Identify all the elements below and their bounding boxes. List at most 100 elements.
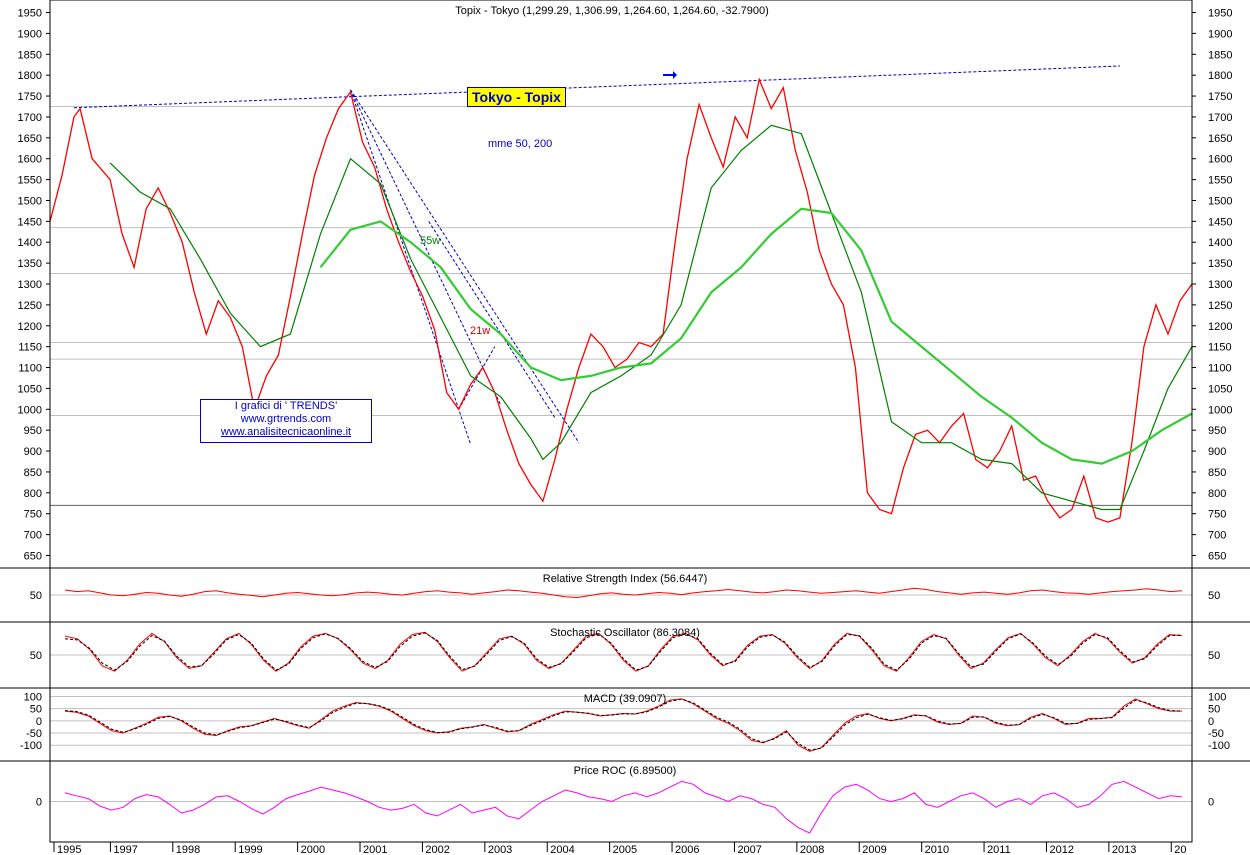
x-tick-label: 2005 [613, 844, 637, 855]
y-tick-label: 800 [24, 488, 42, 500]
y-tick-label: 1650 [1208, 133, 1232, 145]
x-tick-label: 2011 [987, 844, 1011, 855]
y-tick-label: 1700 [18, 112, 42, 124]
x-tick-label: 2002 [425, 844, 449, 855]
y-tick-label: 1500 [18, 195, 42, 207]
y-tick-label: 1350 [1208, 258, 1232, 270]
macd-series-line [64, 698, 1183, 751]
y-tick-label: 1200 [1208, 321, 1232, 333]
x-tick-label: 2012 [1049, 844, 1073, 855]
y-tick-label: 1150 [1208, 342, 1232, 354]
macd-tick-label: 100 [24, 691, 42, 703]
x-tick-label: 2010 [925, 844, 949, 855]
roc-tick-label: 0 [1208, 797, 1214, 809]
y-tick-label: 1050 [1208, 383, 1232, 395]
y-tick-label: 1600 [18, 154, 42, 166]
series-line-mme-50 [109, 124, 1193, 511]
macd-tick-label: -100 [1208, 740, 1230, 752]
x-tick-label: 2013 [1112, 844, 1136, 855]
y-tick-label: 1200 [18, 321, 42, 333]
trendline [74, 65, 1120, 109]
y-tick-label: 1850 [1208, 49, 1232, 61]
y-tick-label: 1100 [1208, 363, 1232, 375]
trendline [350, 89, 472, 445]
stochastic-series-line [64, 632, 1183, 671]
series-line-mme-200 [319, 207, 1193, 465]
y-tick-label: 1350 [18, 258, 42, 270]
y-tick-label: 1300 [1208, 279, 1232, 291]
y-tick-label: 650 [24, 550, 42, 562]
y-tick-label: 1850 [18, 49, 42, 61]
trendline [350, 89, 502, 406]
macd-tick-label: 50 [1208, 704, 1220, 716]
x-tick-label: 2009 [862, 844, 886, 855]
trendline [350, 89, 580, 443]
macd-series-line [64, 698, 1182, 752]
y-tick-label: 950 [1208, 425, 1226, 437]
arrow-right-icon [663, 71, 677, 79]
y-tick-label: 1950 [1208, 8, 1232, 20]
y-tick-label: 1550 [18, 175, 42, 187]
y-tick-label: 950 [24, 425, 42, 437]
macd-tick-label: 50 [30, 704, 42, 716]
rsi-title: Relative Strength Index (56.6447) [543, 573, 708, 585]
y-tick-label: 900 [1208, 446, 1226, 458]
x-tick-label: 2003 [488, 844, 512, 855]
series-line-topix [49, 77, 1193, 523]
y-tick-label: 1800 [1208, 70, 1232, 82]
x-tick-label: 2004 [550, 844, 574, 855]
macd-title: MACD (39.0907) [584, 693, 667, 705]
x-tick-label: 2007 [737, 844, 761, 855]
trendlines-layer [74, 65, 1120, 445]
stochastic-tick-label: 50 [1208, 650, 1220, 662]
info-line-2: www.grtrends.com [240, 413, 332, 425]
y-tick-label: 1950 [18, 8, 42, 20]
y-tick-label: 1900 [1208, 28, 1232, 40]
plot-frame [49, 0, 1193, 843]
info-line-3: www.analisitecnicaonline.it [220, 426, 352, 438]
stoch-title: Stochastic Oscillator (86.3084) [550, 627, 700, 639]
y-tick-label: 1900 [18, 28, 42, 40]
y-tick-label: 1000 [1208, 404, 1232, 416]
roc-tick-label: 0 [36, 797, 42, 809]
x-tick-label: 2000 [301, 844, 325, 855]
macd-tick-label: 100 [1208, 691, 1226, 703]
macd-tick-label: -100 [20, 740, 42, 752]
y-tick-label: 1000 [18, 404, 42, 416]
chart-callout: Tokyo - Topix [467, 87, 566, 107]
ma-21w-label: 21w [470, 325, 490, 337]
ma-55w-label: 55w [420, 235, 440, 247]
roc-series-line [64, 780, 1183, 834]
x-tick-label: 2006 [675, 844, 699, 855]
y-tick-label: 1400 [1208, 237, 1232, 249]
series-layer [49, 77, 1193, 834]
info-box: I grafici di ' TRENDS' www.grtrends.com … [200, 399, 372, 443]
y-tick-label: 1300 [18, 279, 42, 291]
macd-tick-label: 0 [36, 716, 42, 728]
y-tick-label: 1550 [1208, 175, 1232, 187]
y-tick-label: 1700 [1208, 112, 1232, 124]
rsi-tick-label: 50 [30, 590, 42, 602]
info-line-1: I grafici di ' TRENDS' [234, 400, 338, 412]
x-tick-label: 1999 [238, 844, 262, 855]
y-tick-label: 700 [1208, 530, 1226, 542]
y-tick-label: 1250 [1208, 300, 1232, 312]
y-tick-label: 1100 [18, 363, 42, 375]
y-tick-label: 1750 [18, 91, 42, 103]
x-tick-label: 1997 [113, 844, 137, 855]
stochastic-series-line [64, 631, 1183, 672]
rsi-series-line [64, 587, 1183, 599]
y-tick-label: 1500 [1208, 195, 1232, 207]
y-tick-label: 750 [24, 509, 42, 521]
y-tick-label: 850 [24, 467, 42, 479]
moving-average-note: mme 50, 200 [488, 138, 553, 150]
y-tick-label: 800 [1208, 488, 1226, 500]
rsi-tick-label: 50 [1208, 590, 1220, 602]
y-tick-label: 1600 [1208, 154, 1232, 166]
y-tick-label: 650 [1208, 550, 1226, 562]
stochastic-tick-label: 50 [30, 650, 42, 662]
y-tick-label: 1050 [18, 383, 42, 395]
y-tick-label: 1400 [18, 237, 42, 249]
y-tick-label: 1150 [18, 342, 42, 354]
